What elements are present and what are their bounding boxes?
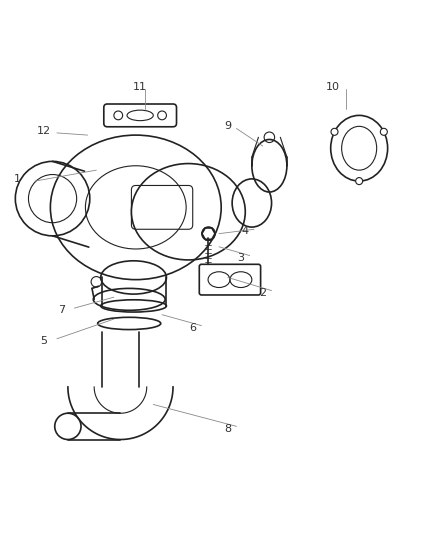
Circle shape — [331, 128, 338, 135]
Text: 9: 9 — [224, 122, 231, 131]
Text: 2: 2 — [259, 288, 266, 298]
Text: 8: 8 — [224, 424, 231, 433]
Text: 12: 12 — [37, 126, 51, 136]
Text: 4: 4 — [242, 227, 249, 237]
Circle shape — [380, 128, 387, 135]
Text: 7: 7 — [58, 305, 65, 316]
Text: 10: 10 — [326, 82, 340, 92]
Text: 1: 1 — [14, 174, 21, 184]
Text: 5: 5 — [40, 336, 47, 346]
Circle shape — [356, 177, 363, 184]
Text: 3: 3 — [237, 253, 244, 263]
Text: 11: 11 — [133, 82, 147, 92]
Text: 6: 6 — [189, 323, 196, 333]
